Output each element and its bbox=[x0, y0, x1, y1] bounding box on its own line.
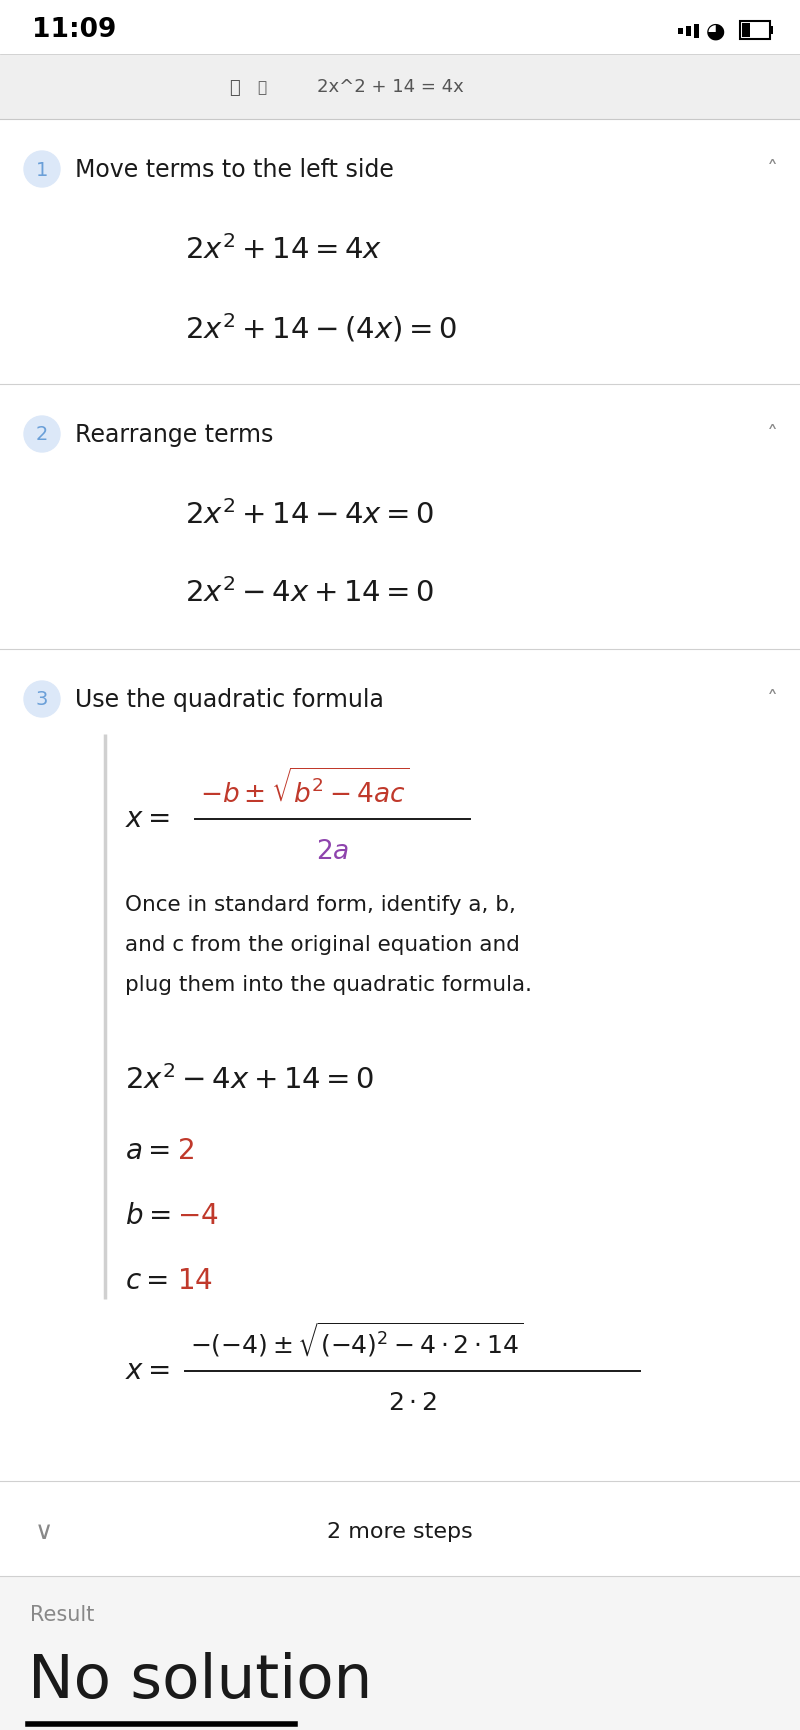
Text: plug them into the quadratic formula.: plug them into the quadratic formula. bbox=[125, 974, 532, 995]
Circle shape bbox=[24, 152, 60, 189]
Text: $a = $: $a = $ bbox=[125, 1138, 170, 1164]
Text: ◕: ◕ bbox=[706, 22, 725, 42]
Text: Use the quadratic formula: Use the quadratic formula bbox=[75, 687, 384, 711]
Text: $2$: $2$ bbox=[177, 1138, 194, 1164]
Text: 2x^2 + 14 = 4x: 2x^2 + 14 = 4x bbox=[317, 78, 463, 97]
Text: $b = $: $b = $ bbox=[125, 1202, 170, 1230]
Text: $2x^2 + 14 = 4x$: $2x^2 + 14 = 4x$ bbox=[185, 235, 382, 265]
Text: Rearrange terms: Rearrange terms bbox=[75, 422, 274, 446]
Text: ˄: ˄ bbox=[767, 690, 778, 709]
Text: 11:09: 11:09 bbox=[32, 17, 116, 43]
Bar bbox=[694, 24, 699, 40]
Text: 3: 3 bbox=[36, 690, 48, 709]
Text: 1: 1 bbox=[36, 161, 48, 180]
Text: $c = $: $c = $ bbox=[125, 1268, 168, 1294]
Text: $x = $: $x = $ bbox=[125, 806, 170, 834]
Circle shape bbox=[24, 417, 60, 453]
Text: $2x^2 + 14 - 4x = 0$: $2x^2 + 14 - 4x = 0$ bbox=[185, 500, 434, 529]
Text: $-4$: $-4$ bbox=[177, 1202, 218, 1230]
Text: $2x^2 + 14 - (4x) = 0$: $2x^2 + 14 - (4x) = 0$ bbox=[185, 311, 457, 344]
Text: $2 \cdot 2$: $2 \cdot 2$ bbox=[388, 1391, 437, 1415]
Bar bbox=[0, 1576, 800, 1730]
Bar bbox=[770, 28, 773, 35]
Text: $14$: $14$ bbox=[177, 1268, 213, 1294]
Text: $2a$: $2a$ bbox=[316, 839, 349, 863]
Text: Move terms to the left side: Move terms to the left side bbox=[75, 157, 394, 182]
Text: ∨: ∨ bbox=[35, 1519, 54, 1543]
Text: 2 more steps: 2 more steps bbox=[327, 1521, 473, 1541]
Bar bbox=[686, 28, 691, 36]
Text: 🔒: 🔒 bbox=[258, 80, 266, 95]
Text: $-b \pm \sqrt{b^2 - 4ac}$: $-b \pm \sqrt{b^2 - 4ac}$ bbox=[200, 768, 410, 808]
Text: Once in standard form, identify a, b,: Once in standard form, identify a, b, bbox=[125, 894, 516, 915]
Text: $2x^2 - 4x + 14 = 0$: $2x^2 - 4x + 14 = 0$ bbox=[185, 578, 434, 607]
Bar bbox=[742, 24, 750, 38]
Bar bbox=[740, 22, 770, 40]
Text: and c from the original equation and: and c from the original equation and bbox=[125, 934, 520, 955]
Bar bbox=[678, 29, 683, 35]
Text: ⌕: ⌕ bbox=[230, 78, 240, 97]
Text: ˄: ˄ bbox=[767, 426, 778, 445]
Text: No solution: No solution bbox=[28, 1652, 372, 1711]
Text: $-(-4) \pm \sqrt{(-4)^2 - 4 \cdot 2 \cdot 14}$: $-(-4) \pm \sqrt{(-4)^2 - 4 \cdot 2 \cdo… bbox=[190, 1320, 523, 1360]
Text: 2: 2 bbox=[36, 426, 48, 445]
Text: $2x^2 - 4x + 14 = 0$: $2x^2 - 4x + 14 = 0$ bbox=[125, 1064, 374, 1095]
Text: ˄: ˄ bbox=[767, 159, 778, 180]
Bar bbox=[0, 55, 800, 119]
Text: $x = $: $x = $ bbox=[125, 1358, 170, 1384]
Circle shape bbox=[24, 682, 60, 718]
Text: Result: Result bbox=[30, 1604, 94, 1624]
